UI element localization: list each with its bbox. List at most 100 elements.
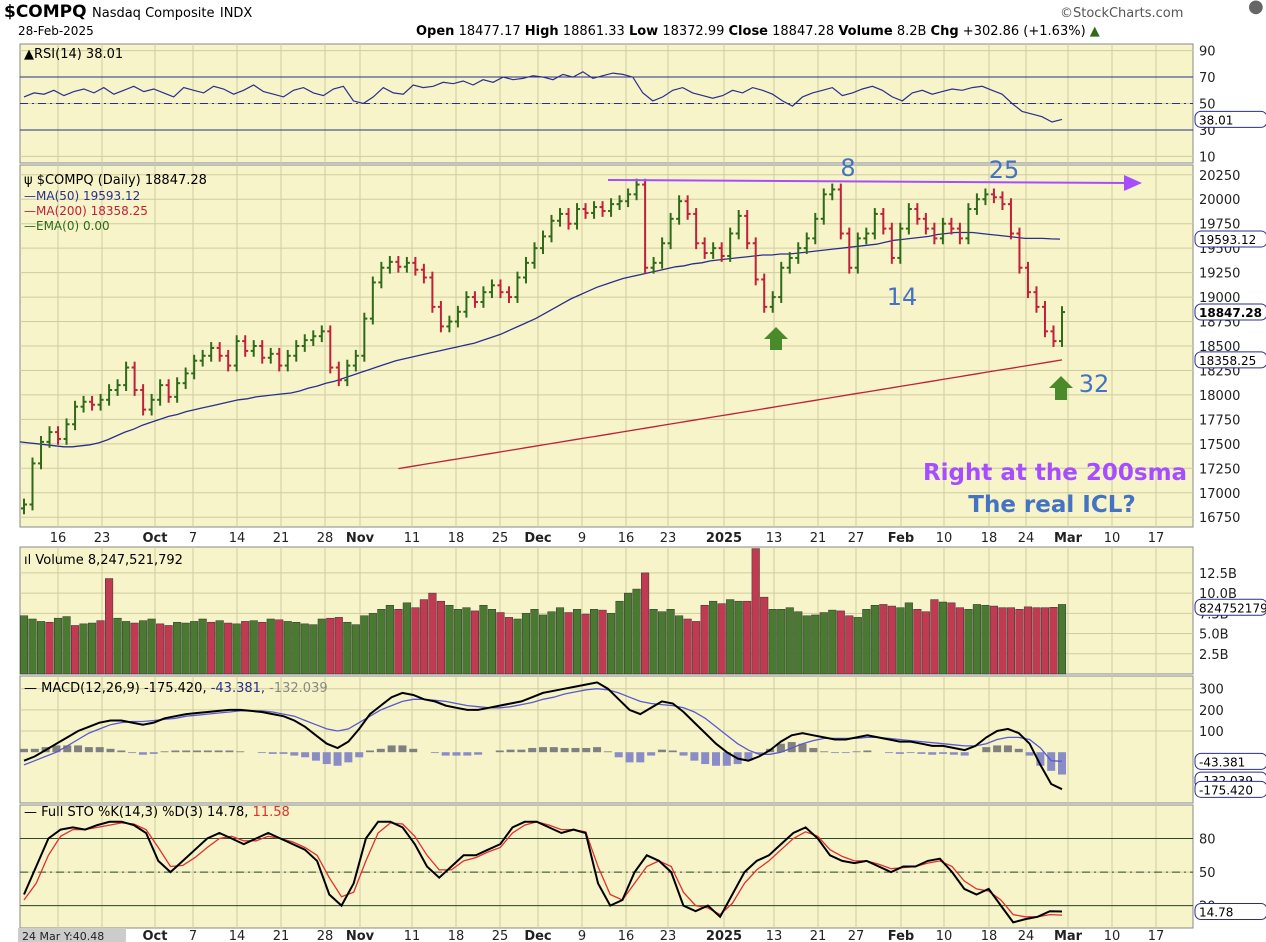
volume-bar — [198, 618, 207, 675]
x-tick-label: Oct — [143, 531, 168, 546]
x-tick-label: 16 — [618, 531, 635, 546]
macd-histogram-bar — [614, 752, 623, 758]
volume-bar — [62, 616, 71, 675]
x-tick-label: 24 — [1018, 531, 1035, 546]
volume-bar — [19, 615, 29, 675]
price-bar — [420, 263, 427, 284]
x-tick-label: 16 — [50, 531, 67, 546]
y-tick-label: 10 — [1199, 150, 1216, 165]
price-bar — [693, 208, 700, 250]
cursor-readout-bg — [18, 928, 126, 942]
price-bar — [973, 193, 980, 215]
price-bar — [437, 300, 444, 333]
price-bar — [1007, 198, 1014, 240]
volume-bar — [96, 620, 105, 675]
price-bar — [242, 335, 249, 357]
volume-bar — [224, 622, 233, 675]
macd-histogram-bar — [841, 752, 850, 754]
volume-value: 8.2B — [896, 24, 927, 39]
volume-bar — [428, 592, 437, 675]
x-tick-label-bottom: 24 — [1018, 929, 1035, 942]
volume-bar — [411, 607, 420, 675]
volume-bar — [1015, 609, 1024, 675]
price-bar — [1041, 300, 1048, 338]
macd-histogram-bar — [809, 747, 818, 753]
macd-histogram-bar — [517, 749, 526, 753]
price-bar — [897, 222, 904, 264]
volume-bar — [666, 609, 675, 675]
price-bar — [888, 222, 895, 264]
rsi-value-tag: 38.01 — [1199, 113, 1233, 127]
volume-bar — [1006, 607, 1016, 675]
volume-bar — [453, 609, 462, 675]
ma50-value-tag: 19593.12 — [1199, 233, 1256, 247]
volume-bar — [862, 609, 871, 675]
ma200-line — [398, 359, 1063, 470]
price-bar — [871, 208, 878, 240]
x-tick-label: 7 — [189, 531, 197, 546]
volume-bar — [530, 609, 539, 675]
price-bar — [208, 342, 215, 362]
y-tick-label: 18000 — [1199, 389, 1240, 404]
volume-bar — [955, 607, 964, 675]
volume-bar — [402, 602, 411, 675]
open-value: 18477.17 — [458, 24, 521, 39]
volume-bar — [726, 599, 735, 675]
volume-bar — [139, 620, 148, 675]
volume-bar — [972, 604, 981, 675]
price-bar — [106, 384, 113, 406]
price-bar — [335, 361, 342, 387]
volume-bar — [870, 604, 879, 675]
macd-histogram-bar — [776, 743, 785, 753]
price-bar — [72, 400, 79, 431]
y-tick-label: 17000 — [1199, 487, 1240, 502]
volume-bar — [836, 610, 845, 675]
macd-histogram-bar — [366, 750, 374, 753]
rsi-line — [23, 71, 1063, 123]
price-bar — [514, 271, 521, 303]
close-icon[interactable]: ● — [1248, 0, 1264, 17]
volume-bar — [181, 622, 190, 675]
price-bar — [1059, 306, 1065, 347]
price-bar — [557, 208, 564, 227]
price-bar — [982, 188, 989, 206]
price-bar — [318, 325, 325, 343]
volume-bar — [53, 617, 63, 675]
volume-bar — [28, 618, 37, 675]
macd-line — [23, 681, 1063, 791]
price-bar — [259, 340, 266, 364]
macd-histogram-bar — [722, 752, 731, 766]
price-bar — [761, 273, 768, 313]
macd-histogram-bar — [301, 752, 310, 758]
macd-histogram-bar — [333, 752, 342, 766]
x-tick-label: 10 — [1104, 531, 1121, 546]
x-tick-label: Dec — [524, 531, 551, 546]
volume-bar — [624, 592, 633, 675]
macd-histogram-bar — [63, 745, 72, 753]
x-tick-label: Mar — [1054, 531, 1083, 546]
price-bar — [905, 203, 912, 235]
price-bar — [948, 217, 955, 235]
sto-k-line — [23, 820, 1063, 924]
price-bar — [854, 232, 861, 274]
x-tick-label-bottom: 9 — [578, 929, 586, 942]
x-tick-label-bottom: 10 — [1104, 929, 1121, 942]
macd-histogram-bar — [203, 750, 212, 753]
price-bar — [55, 426, 62, 445]
price-bar — [199, 349, 206, 367]
macd-histogram-bar — [430, 752, 439, 754]
x-tick-label-bottom: 21 — [810, 929, 827, 942]
change-label: Chg — [930, 24, 959, 39]
y-tick-label: 80 — [1199, 833, 1216, 848]
x-tick-label-bottom: 17 — [1148, 929, 1165, 942]
x-tick-label: 14 — [229, 531, 246, 546]
volume-bar — [904, 602, 913, 675]
x-tick-label-bottom: 21 — [273, 929, 290, 942]
volume-bar — [232, 623, 241, 675]
macd-value-tag-bg — [1194, 780, 1266, 798]
volume-bar — [470, 610, 479, 675]
volume-bar — [283, 621, 292, 675]
price-bar — [403, 256, 410, 273]
macd-histogram-bar — [95, 747, 104, 753]
x-tick-label-bottom: Nov — [346, 929, 375, 942]
